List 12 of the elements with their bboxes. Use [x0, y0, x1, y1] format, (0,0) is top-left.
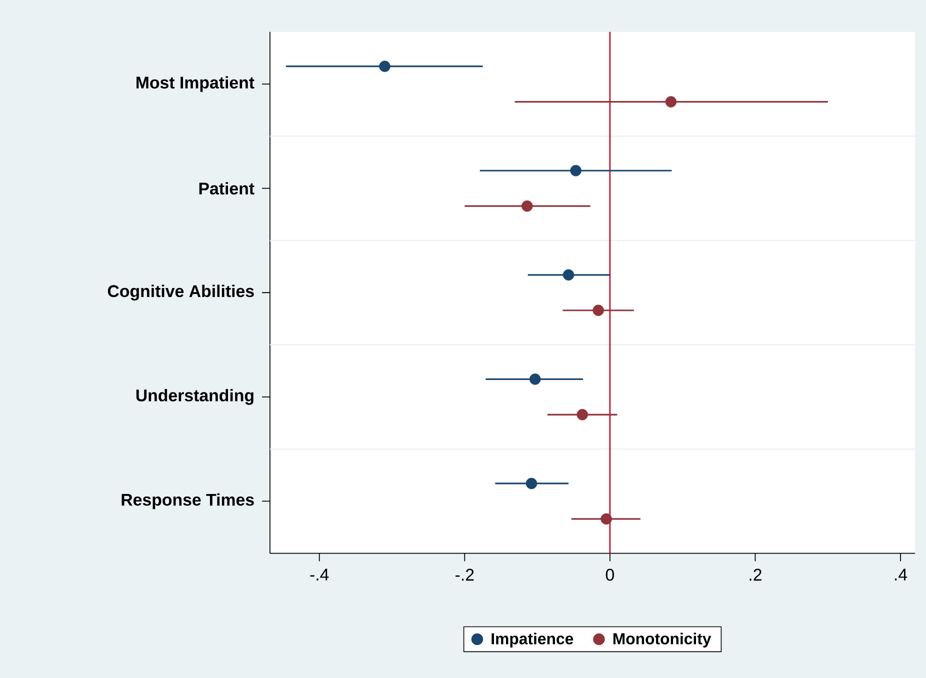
- y-tick-label: Most Impatient: [136, 76, 254, 92]
- x-tick-label: .2: [750, 568, 762, 581]
- legend-label: Impatience: [492, 632, 574, 648]
- y-tick-label: Understanding: [136, 389, 254, 405]
- y-tick-label: Cognitive Abilities: [108, 284, 254, 301]
- x-tick-label: -.2: [456, 568, 474, 581]
- x-tick-label: -.4: [310, 568, 329, 580]
- y-tick-label: Patient: [199, 182, 254, 195]
- x-tick-label: .4: [895, 568, 908, 580]
- legend-label: Monotonicity: [613, 632, 712, 648]
- x-tick-label: 0: [606, 568, 614, 581]
- y-tick-label: Response Times: [122, 493, 254, 510]
